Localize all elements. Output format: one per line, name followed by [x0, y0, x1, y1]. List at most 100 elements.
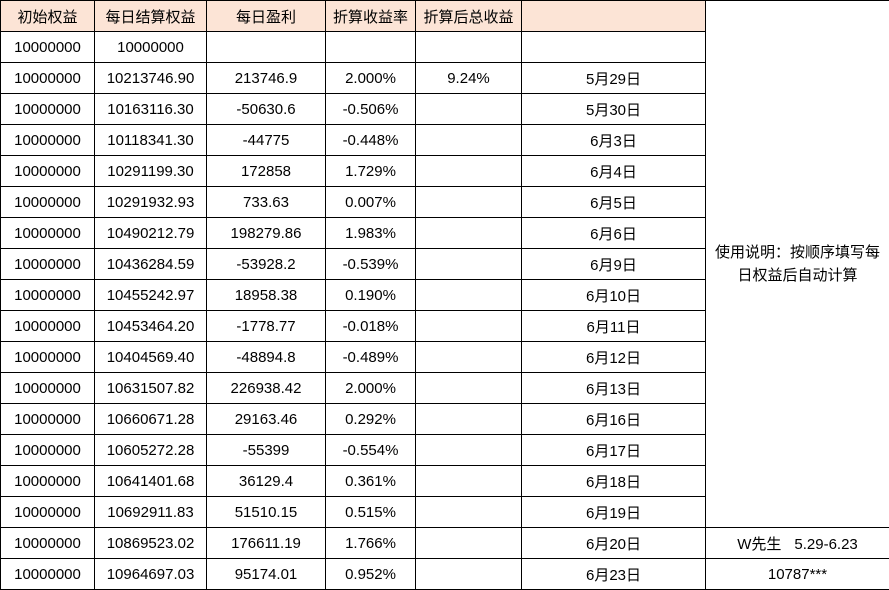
cell-settlement-equity[interactable]: 10291199.30 [95, 156, 207, 187]
cell-settlement-equity[interactable]: 10692911.83 [95, 497, 207, 528]
cell-initial-equity[interactable]: 10000000 [1, 156, 95, 187]
cell-initial-equity[interactable]: 10000000 [1, 466, 95, 497]
cell-daily-profit[interactable]: -1778.77 [207, 311, 326, 342]
cell-daily-profit[interactable]: 18958.38 [207, 280, 326, 311]
cell-settlement-equity[interactable]: 10455242.97 [95, 280, 207, 311]
cell-initial-equity[interactable]: 10000000 [1, 187, 95, 218]
cell-daily-profit[interactable]: -44775 [207, 125, 326, 156]
cell-settlement-equity[interactable]: 10490212.79 [95, 218, 207, 249]
cell-return-rate[interactable]: -0.489% [326, 342, 416, 373]
cell-settlement-equity[interactable]: 10404569.40 [95, 342, 207, 373]
cell-date[interactable]: 6月10日 [522, 280, 706, 311]
header-date-blank[interactable] [522, 1, 706, 32]
cell-daily-profit[interactable]: -50630.6 [207, 94, 326, 125]
cell-daily-profit[interactable]: 213746.9 [207, 63, 326, 94]
usage-note-cell[interactable]: 使用说明：按顺序填写每 日权益后自动计算 [706, 1, 889, 528]
cell-daily-profit[interactable]: -55399 [207, 435, 326, 466]
cell-return-rate[interactable]: 0.007% [326, 187, 416, 218]
cell-total-return[interactable] [416, 32, 522, 63]
cell-settlement-equity[interactable]: 10453464.20 [95, 311, 207, 342]
cell-initial-equity[interactable]: 10000000 [1, 63, 95, 94]
cell-settlement-equity[interactable]: 10605272.28 [95, 435, 207, 466]
cell-initial-equity[interactable]: 10000000 [1, 125, 95, 156]
header-converted-return-rate[interactable]: 折算收益率 [326, 1, 416, 32]
cell-settlement-equity[interactable]: 10000000 [95, 32, 207, 63]
cell-return-rate[interactable]: 0.361% [326, 466, 416, 497]
cell-settlement-equity[interactable]: 10641401.68 [95, 466, 207, 497]
cell-total-return[interactable] [416, 280, 522, 311]
cell-return-rate[interactable]: -0.018% [326, 311, 416, 342]
cell-return-rate[interactable]: 0.515% [326, 497, 416, 528]
cell-daily-profit[interactable]: 95174.01 [207, 559, 326, 590]
cell-daily-profit[interactable]: 51510.15 [207, 497, 326, 528]
cell-date[interactable]: 6月12日 [522, 342, 706, 373]
cell-initial-equity[interactable]: 10000000 [1, 249, 95, 280]
cell-total-return[interactable] [416, 342, 522, 373]
cell-initial-equity[interactable]: 10000000 [1, 528, 95, 559]
cell-initial-equity[interactable]: 10000000 [1, 280, 95, 311]
cell-settlement-equity[interactable]: 10118341.30 [95, 125, 207, 156]
header-daily-profit[interactable]: 每日盈利 [207, 1, 326, 32]
cell-settlement-equity[interactable]: 10163116.30 [95, 94, 207, 125]
cell-date[interactable]: 6月5日 [522, 187, 706, 218]
cell-date[interactable]: 6月20日 [522, 528, 706, 559]
cell-daily-profit[interactable]: -48894.8 [207, 342, 326, 373]
cell-total-return[interactable] [416, 249, 522, 280]
cell-total-return[interactable] [416, 466, 522, 497]
header-daily-settlement-equity[interactable]: 每日结算权益 [95, 1, 207, 32]
cell-return-rate[interactable]: 0.190% [326, 280, 416, 311]
cell-daily-profit[interactable] [207, 32, 326, 63]
cell-return-rate[interactable]: 1.766% [326, 528, 416, 559]
cell-total-return[interactable] [416, 94, 522, 125]
cell-daily-profit[interactable]: 226938.42 [207, 373, 326, 404]
cell-initial-equity[interactable]: 10000000 [1, 311, 95, 342]
cell-date[interactable]: 5月30日 [522, 94, 706, 125]
cell-total-return[interactable] [416, 125, 522, 156]
cell-total-return[interactable] [416, 311, 522, 342]
cell-return-rate[interactable]: -0.554% [326, 435, 416, 466]
cell-date[interactable]: 6月11日 [522, 311, 706, 342]
cell-initial-equity[interactable]: 10000000 [1, 404, 95, 435]
cell-total-return[interactable] [416, 528, 522, 559]
cell-return-rate[interactable] [326, 32, 416, 63]
cell-date[interactable] [522, 32, 706, 63]
cell-total-return[interactable] [416, 156, 522, 187]
cell-daily-profit[interactable]: 733.63 [207, 187, 326, 218]
cell-settlement-equity[interactable]: 10660671.28 [95, 404, 207, 435]
cell-date[interactable]: 6月9日 [522, 249, 706, 280]
cell-return-rate[interactable]: 2.000% [326, 63, 416, 94]
cell-total-return[interactable] [416, 559, 522, 590]
cell-settlement-equity[interactable]: 10291932.93 [95, 187, 207, 218]
cell-date[interactable]: 6月18日 [522, 466, 706, 497]
header-converted-total-return[interactable]: 折算后总收益 [416, 1, 522, 32]
cell-daily-profit[interactable]: 29163.46 [207, 404, 326, 435]
cell-return-rate[interactable]: 1.729% [326, 156, 416, 187]
cell-daily-profit[interactable]: 36129.4 [207, 466, 326, 497]
cell-return-rate[interactable]: 1.983% [326, 218, 416, 249]
cell-daily-profit[interactable]: 176611.19 [207, 528, 326, 559]
account-number-cell[interactable]: 10787*** [706, 559, 889, 590]
cell-date[interactable]: 6月4日 [522, 156, 706, 187]
cell-total-return[interactable] [416, 373, 522, 404]
cell-initial-equity[interactable]: 10000000 [1, 497, 95, 528]
cell-date[interactable]: 6月17日 [522, 435, 706, 466]
cell-return-rate[interactable]: -0.539% [326, 249, 416, 280]
cell-return-rate[interactable]: 2.000% [326, 373, 416, 404]
cell-total-return[interactable] [416, 404, 522, 435]
cell-initial-equity[interactable]: 10000000 [1, 342, 95, 373]
cell-initial-equity[interactable]: 10000000 [1, 373, 95, 404]
cell-date[interactable]: 5月29日 [522, 63, 706, 94]
cell-daily-profit[interactable]: 198279.86 [207, 218, 326, 249]
cell-total-return[interactable] [416, 435, 522, 466]
cell-date[interactable]: 6月6日 [522, 218, 706, 249]
cell-initial-equity[interactable]: 10000000 [1, 94, 95, 125]
cell-initial-equity[interactable]: 10000000 [1, 559, 95, 590]
cell-settlement-equity[interactable]: 10869523.02 [95, 528, 207, 559]
cell-settlement-equity[interactable]: 10964697.03 [95, 559, 207, 590]
cell-total-return[interactable] [416, 187, 522, 218]
cell-date[interactable]: 6月3日 [522, 125, 706, 156]
cell-initial-equity[interactable]: 10000000 [1, 32, 95, 63]
cell-total-return-highlight[interactable]: 9.24% [416, 63, 522, 94]
header-initial-equity[interactable]: 初始权益 [1, 1, 95, 32]
